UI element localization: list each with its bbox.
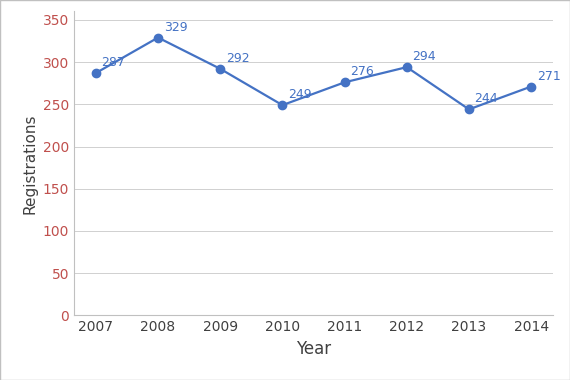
Text: 294: 294	[412, 50, 436, 63]
Text: 292: 292	[226, 52, 250, 65]
Text: 276: 276	[350, 65, 374, 78]
Y-axis label: Registrations: Registrations	[22, 113, 37, 214]
Text: 287: 287	[101, 56, 125, 69]
X-axis label: Year: Year	[296, 340, 331, 358]
Text: 329: 329	[164, 21, 187, 34]
Text: 271: 271	[537, 70, 560, 82]
Text: 244: 244	[474, 92, 498, 105]
Text: 249: 249	[288, 88, 312, 101]
